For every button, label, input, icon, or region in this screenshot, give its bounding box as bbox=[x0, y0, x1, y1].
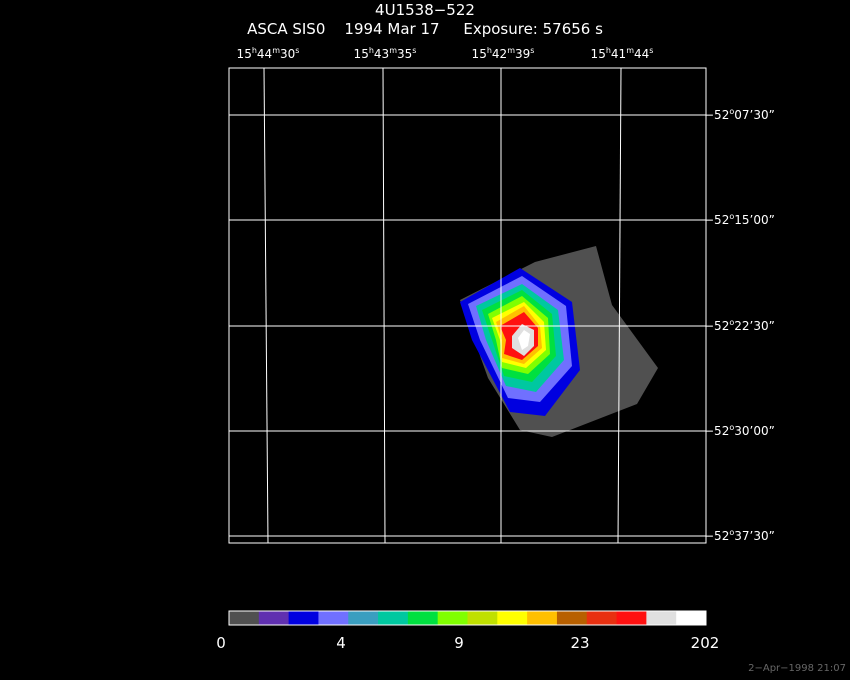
colorbar-swatch bbox=[378, 611, 409, 625]
colorbar-label-3: 23 bbox=[570, 634, 590, 652]
ra-tick-label: 15h41m44s bbox=[590, 46, 654, 61]
colorbar-swatch bbox=[348, 611, 379, 625]
colorbar-swatch bbox=[586, 611, 618, 625]
colorbar-swatch bbox=[437, 611, 468, 625]
colorbar-swatch bbox=[258, 611, 290, 625]
dec-tick-label: −52o07’30” bbox=[704, 107, 775, 122]
plot-title: 4U1538−522 bbox=[375, 1, 475, 19]
colorbar-label-4: 202 bbox=[690, 634, 720, 652]
colorbar-swatch bbox=[646, 611, 677, 625]
colorbar-swatch bbox=[556, 611, 588, 625]
colorbar-swatch bbox=[407, 611, 439, 625]
colorbar-swatch bbox=[318, 611, 349, 625]
timestamp: 2−Apr−1998 21:07 bbox=[748, 663, 846, 674]
ra-tick-label: 15h44m30s bbox=[236, 46, 300, 61]
source-emission bbox=[460, 246, 658, 437]
ra-tick-label: 15h43m35s bbox=[353, 46, 417, 61]
coordinate-grid bbox=[229, 67, 706, 544]
colorbar-label-2: 9 bbox=[454, 634, 464, 652]
colorbar-swatch bbox=[616, 611, 647, 625]
dec-tick-label: −52o15’00” bbox=[704, 212, 775, 227]
plot-subtitle: ASCA SIS0 1994 Mar 17 Exposure: 57656 s bbox=[247, 20, 603, 38]
dec-tick-label: −52o37’30” bbox=[704, 528, 775, 543]
colorbar-swatch bbox=[467, 611, 498, 625]
colorbar-swatch bbox=[527, 611, 558, 625]
ra-tick-label: 15h42m39s bbox=[471, 46, 535, 61]
colorbar-swatch bbox=[229, 611, 260, 625]
colorbar-label-0: 0 bbox=[216, 634, 226, 652]
colorbar bbox=[228, 610, 707, 626]
plot-frame bbox=[228, 67, 707, 544]
colorbar-swatch bbox=[288, 611, 319, 625]
dec-tick-label: −52o30’00” bbox=[704, 423, 775, 438]
colorbar-frame bbox=[228, 610, 707, 626]
colorbar-swatch bbox=[497, 611, 528, 625]
colorbar-label-1: 4 bbox=[336, 634, 346, 652]
colorbar-swatch bbox=[676, 611, 707, 625]
dec-tick-label: −52o22’30” bbox=[704, 318, 775, 333]
